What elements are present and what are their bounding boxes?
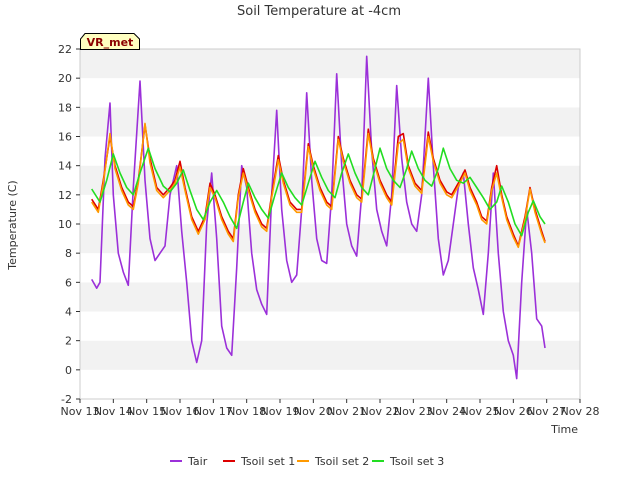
- x-tick-label: Nov 15: [127, 405, 166, 418]
- station-badge-label: VR_met: [87, 36, 134, 49]
- series-line-tsoil-set-3: [91, 147, 546, 237]
- x-tick-label: Nov 14: [94, 405, 133, 418]
- y-tick-label: 20: [58, 72, 72, 85]
- x-tick-label: Nov 22: [361, 405, 400, 418]
- x-tick-label: Nov 18: [227, 405, 266, 418]
- y-tick-label: 18: [58, 101, 72, 114]
- legend-label: Tsoil set 2: [314, 455, 369, 468]
- y-tick-label: 22: [58, 43, 72, 56]
- x-tick-label: Nov 19: [261, 405, 300, 418]
- series-line-tsoil-set-2: [91, 122, 546, 249]
- legend-label: Tsoil set 1: [240, 455, 295, 468]
- legend-label: Tsoil set 3: [389, 455, 444, 468]
- y-tick-label: 6: [65, 276, 72, 289]
- x-tick-label: Nov 26: [494, 405, 533, 418]
- y-tick-label: -2: [61, 393, 72, 406]
- y-tick-label: 10: [58, 218, 72, 231]
- grid-band: [80, 78, 580, 108]
- x-axis-title: Time: [550, 423, 578, 436]
- y-tick-label: 0: [65, 364, 72, 377]
- chart-title: Soil Temperature at -4cm: [237, 4, 401, 19]
- y-tick-label: 14: [58, 160, 72, 173]
- y-tick-label: 16: [58, 131, 72, 144]
- x-tick-label: Nov 24: [427, 405, 466, 418]
- grid-band: [80, 165, 580, 195]
- grid-band: [80, 136, 580, 166]
- x-tick-label: Nov 16: [161, 405, 200, 418]
- grid-band: [80, 369, 580, 399]
- y-tick-label: 2: [65, 335, 72, 348]
- y-tick-label: 4: [65, 306, 72, 319]
- grid-band: [80, 282, 580, 312]
- x-tick-label: Nov 21: [327, 405, 366, 418]
- y-axis-ticks: -2 0 2 4 6 8 10 12 14 16 18 20 22: [58, 43, 80, 406]
- station-badge: VR_met: [80, 33, 140, 50]
- grid-band: [80, 253, 580, 283]
- legend-label: Tair: [187, 455, 208, 468]
- grid-band: [80, 340, 580, 370]
- y-tick-label: 8: [65, 247, 72, 260]
- x-tick-label: Nov 17: [194, 405, 233, 418]
- legend: Tair Tsoil set 1 Tsoil set 2 Tsoil set 3: [170, 455, 444, 468]
- x-tick-label: Nov 20: [294, 405, 333, 418]
- x-tick-label: Nov 27: [527, 405, 566, 418]
- grid-band: [80, 311, 580, 341]
- x-tick-label: Nov 13: [61, 405, 100, 418]
- x-tick-label: Nov 23: [394, 405, 433, 418]
- grid-band: [80, 49, 580, 79]
- series-line-tair: [91, 55, 546, 380]
- y-tick-label: 12: [58, 189, 72, 202]
- y-axis-title: Temperature (C): [6, 180, 19, 270]
- grid-band: [80, 107, 580, 137]
- x-tick-label: Nov 28: [561, 405, 600, 418]
- series-lines: [91, 55, 546, 380]
- x-tick-label: Nov 25: [461, 405, 500, 418]
- series-line-tsoil-set-1: [91, 124, 546, 247]
